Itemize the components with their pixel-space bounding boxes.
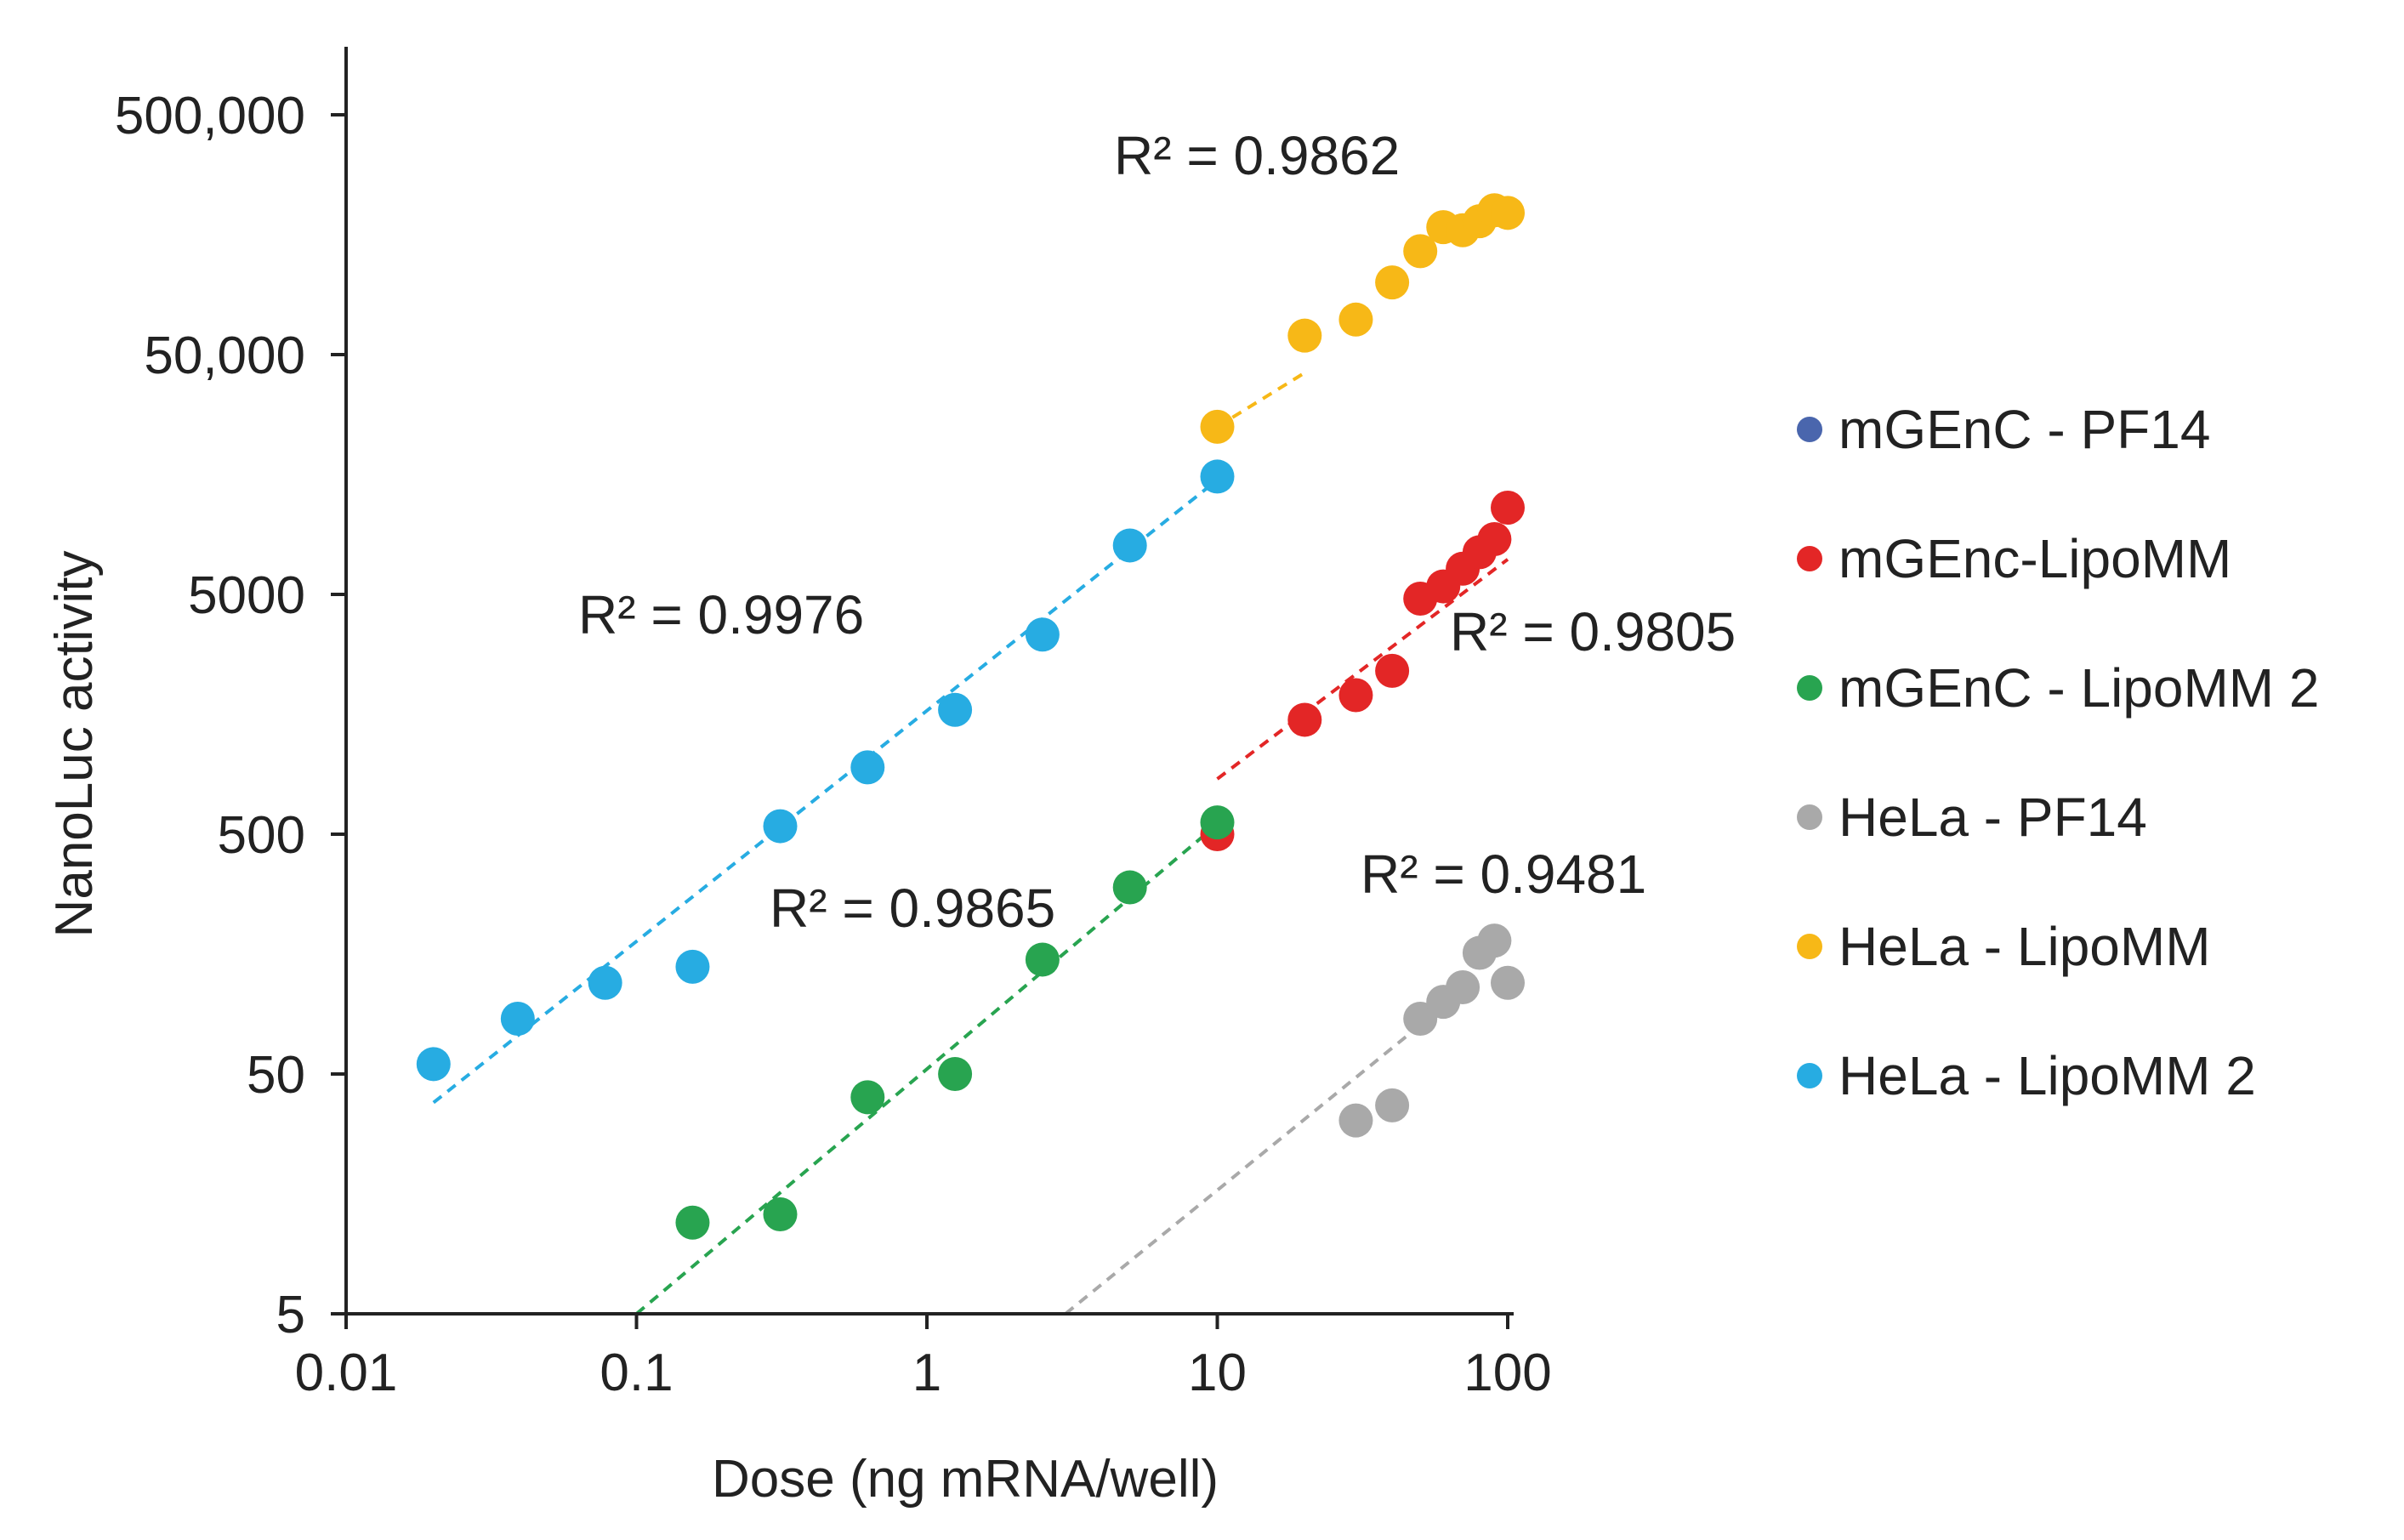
r2-label: R² = 0.9976 — [578, 584, 864, 645]
data-point — [1025, 942, 1060, 977]
y-tick-label: 5000 — [188, 566, 305, 625]
data-point — [1375, 1088, 1410, 1122]
data-point — [1287, 318, 1322, 353]
legend-item: mGEnC - LipoMM 2 — [1797, 657, 2319, 719]
trendline-layer — [432, 371, 1509, 1316]
legend-label: HeLa - PF14 — [1839, 787, 2147, 848]
data-point — [1477, 522, 1512, 557]
data-point — [1338, 302, 1373, 337]
data-point — [763, 1196, 798, 1231]
legend-item: HeLa - PF14 — [1797, 787, 2147, 848]
y-tick-label: 5 — [276, 1286, 305, 1344]
data-point — [1338, 678, 1373, 713]
data-point — [1375, 653, 1410, 688]
data-point — [850, 750, 885, 785]
data-point — [1287, 702, 1322, 737]
x-axis-title: Dose (ng mRNA/well) — [712, 1450, 1219, 1509]
data-point — [675, 1205, 710, 1240]
legend-marker — [1797, 675, 1822, 701]
data-point — [850, 1080, 885, 1115]
data-point — [1112, 870, 1147, 905]
data-point — [1200, 409, 1235, 444]
legend-item: mGEnc-LipoMM — [1797, 528, 2231, 589]
legend-marker — [1797, 417, 1822, 442]
legend-label: mGEnC - LipoMM 2 — [1839, 657, 2319, 719]
data-points-layer — [416, 193, 1525, 1240]
trendline — [1064, 1023, 1422, 1316]
data-point — [938, 692, 973, 727]
tick-layer: 5 50 500 5000 50,000 500,000 0.01 0.1 1 10 100 — [115, 87, 1552, 1402]
y-axis-title: NanoLuc activity — [45, 551, 104, 938]
data-point — [1477, 923, 1512, 958]
legend-label: mGEnC - PF14 — [1839, 399, 2210, 460]
data-point — [763, 809, 798, 844]
trendline — [1216, 558, 1509, 781]
x-tick-label: 10 — [1188, 1344, 1247, 1402]
y-tick-label: 50,000 — [144, 327, 305, 385]
legend-item: HeLa - LipoMM 2 — [1797, 1045, 2256, 1106]
data-point — [1338, 1103, 1373, 1138]
x-tick-label: 0.01 — [295, 1344, 398, 1402]
legend-marker — [1797, 934, 1822, 959]
x-tick-label: 1 — [912, 1344, 941, 1402]
r2-label: R² = 0.9865 — [770, 878, 1055, 939]
legend-item: mGEnC - PF14 — [1797, 399, 2210, 460]
legend-label: mGEnc-LipoMM — [1839, 528, 2231, 589]
r2-labels-layer: R² = 0.9805 R² = 0.9865 R² = 0.9481 R² = 0.… — [578, 125, 1736, 939]
legend: mGEnC - PF14 mGEnc-LipoMM mGEnC - LipoMM 2… — [1797, 399, 2319, 1106]
data-point — [1200, 459, 1235, 494]
x-tick-label: 0.1 — [600, 1344, 673, 1402]
axes — [344, 47, 1514, 1316]
data-point — [1491, 490, 1525, 525]
y-tick-label: 500,000 — [115, 87, 305, 145]
r2-label: R² = 0.9481 — [1361, 844, 1646, 905]
y-tick-label: 50 — [247, 1046, 305, 1105]
data-point — [500, 1002, 535, 1037]
data-point — [1200, 805, 1235, 840]
data-point — [1491, 965, 1525, 1000]
r2-label: R² = 0.9862 — [1114, 125, 1400, 186]
legend-item: HeLa - LipoMM — [1797, 916, 2211, 977]
y-tick-label: 500 — [218, 806, 305, 865]
legend-label: HeLa - LipoMM — [1839, 916, 2211, 977]
data-point — [1025, 617, 1060, 652]
trendline — [635, 822, 1219, 1316]
data-point — [1491, 196, 1525, 230]
data-point — [938, 1057, 973, 1091]
data-point — [1446, 969, 1480, 1004]
data-point — [1403, 234, 1438, 269]
legend-marker — [1797, 804, 1822, 830]
legend-marker — [1797, 1063, 1822, 1088]
legend-marker — [1797, 546, 1822, 571]
data-point — [1112, 528, 1147, 563]
trendline — [432, 478, 1219, 1105]
data-point — [588, 965, 622, 1000]
r2-label: R² = 0.9805 — [1450, 601, 1736, 662]
data-point — [1375, 265, 1410, 300]
legend-label: HeLa - LipoMM 2 — [1839, 1045, 2256, 1106]
x-tick-label: 100 — [1463, 1344, 1551, 1402]
data-point — [675, 949, 710, 984]
data-point — [416, 1047, 451, 1082]
